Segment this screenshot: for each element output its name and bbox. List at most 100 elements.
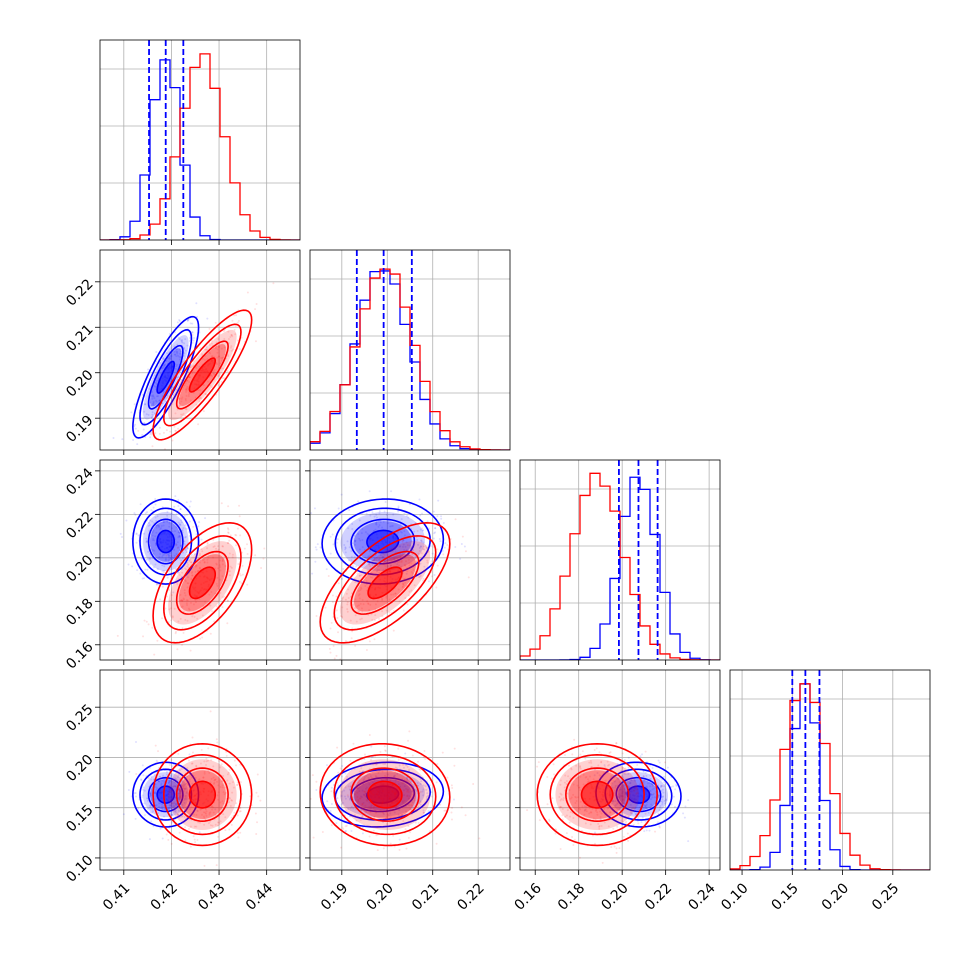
scatter-red-point xyxy=(204,392,207,395)
scatter-red-point xyxy=(221,800,224,803)
scatter-blue-point xyxy=(137,534,140,537)
scatter-blue-point xyxy=(178,358,181,361)
scatter-red-point xyxy=(566,809,569,812)
scatter-red-point xyxy=(174,429,177,432)
scatter-blue-point xyxy=(433,532,436,535)
scatter-blue-point xyxy=(200,538,203,541)
scatter-blue-point xyxy=(177,813,180,816)
scatter-red-point xyxy=(301,794,303,796)
scatter-red-point xyxy=(217,798,220,801)
scatter-panel-1-0 xyxy=(100,250,300,450)
scatter-red-point xyxy=(364,790,367,793)
scatter-blue-point xyxy=(392,775,395,778)
scatter-blue-point xyxy=(152,401,155,404)
scatter-blue-point xyxy=(413,799,416,802)
scatter-red-point xyxy=(198,552,201,555)
scatter-blue-point xyxy=(397,510,400,513)
scatter-blue-point xyxy=(161,555,164,558)
scatter-blue-point xyxy=(620,795,623,798)
scatter-red-point xyxy=(307,617,309,619)
scatter-red-point xyxy=(572,844,575,847)
scatter-red-point xyxy=(581,750,584,753)
scatter-blue-point xyxy=(134,791,137,794)
scatter-blue-point xyxy=(178,549,181,552)
scatter-red-point xyxy=(135,772,138,775)
scatter-red-point xyxy=(263,547,266,550)
scatter-blue-point xyxy=(175,389,178,392)
panel-frame xyxy=(99,669,301,871)
scatter-blue-point xyxy=(378,558,381,561)
scatter-blue-point xyxy=(358,519,361,522)
scatter-blue-point xyxy=(658,806,661,809)
scatter-red-point xyxy=(346,603,349,606)
scatter-blue-point xyxy=(423,548,426,551)
scatter-red-point xyxy=(614,819,617,822)
scatter-red-point xyxy=(419,768,422,771)
scatter-red-point xyxy=(254,340,257,343)
scatter-blue-point xyxy=(398,527,401,530)
scatter-red-point xyxy=(370,807,373,810)
scatter-red-point xyxy=(570,767,573,770)
scatter-red-point xyxy=(374,608,377,611)
scatter-red-point xyxy=(620,813,623,816)
scatter-blue-point xyxy=(460,543,463,546)
scatter-blue-point xyxy=(177,546,180,549)
scatter-blue-point xyxy=(375,570,378,573)
scatter-red-point xyxy=(425,546,428,549)
scatter-blue-point xyxy=(147,368,150,371)
scatter-red-point xyxy=(597,822,600,825)
x-tick-label-2: 0.22 xyxy=(642,880,675,913)
scatter-blue-point xyxy=(342,568,345,571)
scatter-red-point xyxy=(184,818,187,821)
scatter-red-point xyxy=(609,777,612,780)
scatter-blue-point xyxy=(375,556,378,559)
scatter-red-point xyxy=(180,794,183,797)
scatter-red-point xyxy=(564,774,567,777)
scatter-red-point xyxy=(360,587,363,590)
scatter-blue-point xyxy=(346,775,349,778)
scatter-red-point xyxy=(222,802,225,805)
scatter-red-point xyxy=(174,632,177,635)
scatter-blue-point xyxy=(645,829,648,832)
scatter-red-point xyxy=(397,779,400,782)
scatter-blue-point xyxy=(166,520,169,523)
scatter-red-point xyxy=(237,319,240,322)
scatter-red-point xyxy=(206,358,209,361)
scatter-red-point xyxy=(407,797,410,800)
scatter-red-point xyxy=(436,548,439,551)
scatter-red-point xyxy=(368,835,371,838)
scatter-red-point xyxy=(420,539,423,542)
scatter-red-point xyxy=(347,596,350,599)
scatter-blue-point xyxy=(311,572,314,575)
scatter-red-point xyxy=(356,795,359,798)
scatter-blue-point xyxy=(421,512,424,515)
scatter-red-point xyxy=(206,380,209,383)
x-tick-label-0: 0.42 xyxy=(148,880,181,913)
scatter-red-point xyxy=(176,546,179,549)
scatter-red-point xyxy=(381,597,384,600)
scatter-blue-point xyxy=(432,510,435,513)
scatter-blue-point xyxy=(616,802,619,805)
scatter-red-point xyxy=(609,811,612,814)
scatter-blue-point xyxy=(437,499,440,502)
scatter-blue-point xyxy=(180,815,183,818)
scatter-red-point xyxy=(180,599,183,602)
scatter-red-point xyxy=(349,815,352,818)
scatter-red-point xyxy=(257,795,260,798)
scatter-red-point xyxy=(208,813,211,816)
scatter-red-point xyxy=(234,533,237,536)
scatter-red-point xyxy=(182,787,185,790)
x-tick-label-1: 0.19 xyxy=(318,880,351,913)
scatter-blue-point xyxy=(173,554,176,557)
scatter-blue-point xyxy=(610,775,613,778)
scatter-red-point xyxy=(360,573,363,576)
scatter-blue-point xyxy=(185,792,188,795)
scatter-red-point xyxy=(312,836,315,839)
scatter-blue-point xyxy=(142,774,145,777)
scatter-red-point xyxy=(390,559,393,562)
scatter-blue-point xyxy=(420,780,423,783)
scatter-red-point xyxy=(223,595,226,598)
scatter-blue-point xyxy=(350,805,353,808)
scatter-red-point xyxy=(207,769,210,772)
scatter-blue-point xyxy=(349,798,352,801)
